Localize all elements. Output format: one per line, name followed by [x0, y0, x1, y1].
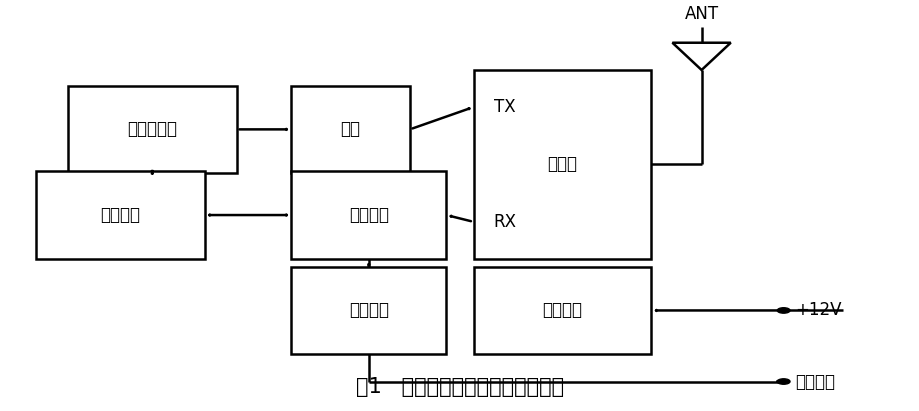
Text: RX: RX: [494, 213, 516, 231]
Bar: [291, 85, 409, 173]
Text: 接收单元: 接收单元: [348, 206, 389, 224]
Bar: [473, 267, 651, 354]
Text: 图1   全双工无线数传电台结构框图: 图1 全双工无线数传电台结构框图: [356, 377, 563, 397]
Bar: [36, 171, 205, 259]
Bar: [291, 171, 446, 259]
Circle shape: [777, 379, 789, 384]
Text: 电源单元: 电源单元: [542, 301, 582, 319]
Text: +12V: +12V: [795, 301, 841, 319]
Circle shape: [777, 308, 789, 313]
Bar: [291, 267, 446, 354]
Text: 基带单元: 基带单元: [348, 301, 389, 319]
Text: 功放: 功放: [340, 120, 360, 139]
Text: 数据终端: 数据终端: [795, 372, 834, 390]
Text: ANT: ANT: [684, 5, 718, 23]
Text: 激励器单元: 激励器单元: [127, 120, 177, 139]
Text: 双工器: 双工器: [547, 155, 577, 173]
Bar: [473, 70, 651, 259]
Bar: [68, 85, 236, 173]
Text: 控制单元: 控制单元: [100, 206, 141, 224]
Text: TX: TX: [494, 98, 515, 116]
